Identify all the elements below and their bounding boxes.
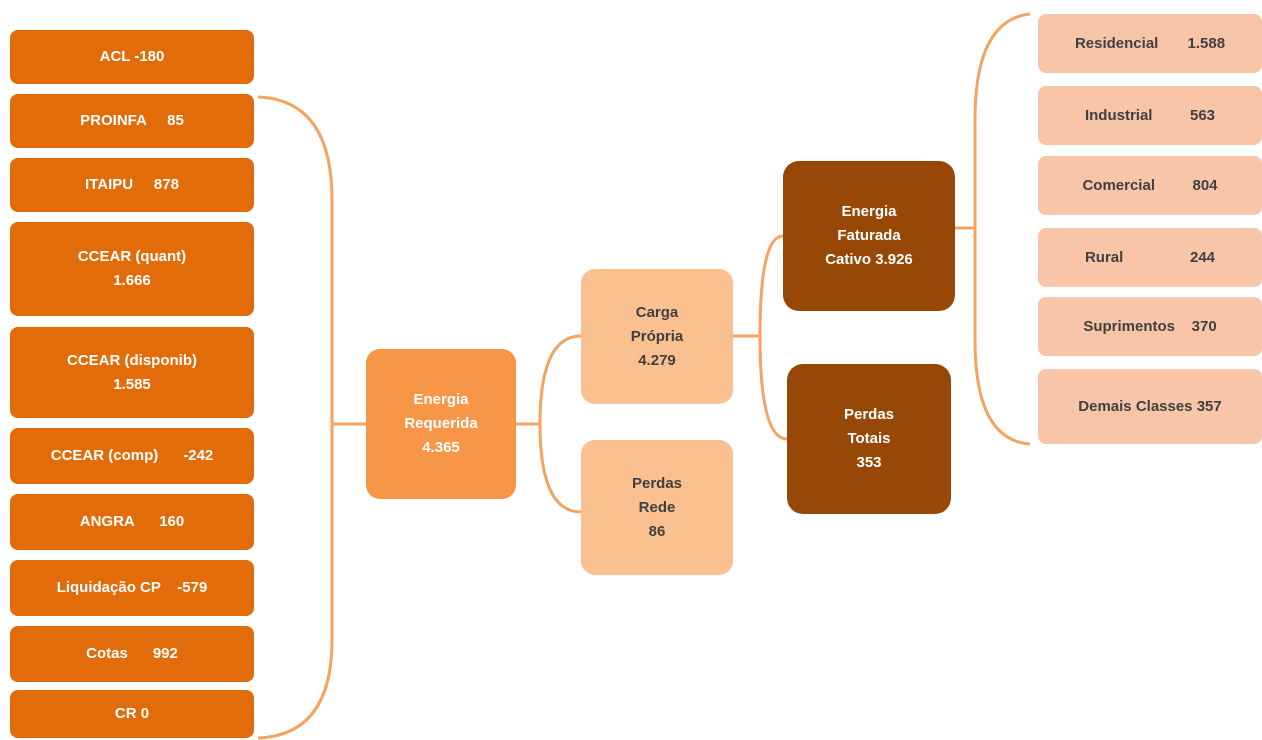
node-label: Faturada <box>837 227 901 244</box>
node-label: 1.666 <box>113 272 151 289</box>
node-label: CCEAR (comp) -242 <box>50 447 214 464</box>
node-label: Rede <box>638 498 676 516</box>
right-bracket <box>955 12 1031 446</box>
node-label: 86 <box>648 522 666 540</box>
node: Suprimentos 370 <box>1038 297 1262 356</box>
node-label: CCEAR (quant) <box>77 248 187 265</box>
node: ACL -180 <box>10 30 254 84</box>
node: Energia Faturada Cativo 3.926 <box>783 161 955 311</box>
node-label: Industrial 563 <box>1084 106 1216 124</box>
node-label: Liquidação CP -579 <box>56 579 208 596</box>
node-label: Energia <box>841 203 897 220</box>
node-label: PROINFA 85 <box>80 112 184 129</box>
node-label: Requerida <box>404 415 478 432</box>
node-label: Energia <box>413 391 469 408</box>
connector <box>733 234 788 441</box>
node-label: 4.279 <box>638 351 676 369</box>
node: Energia Requerida 4.365 <box>366 349 516 499</box>
node-label: Totais <box>847 430 891 447</box>
node-label: Rural 244 <box>1084 248 1216 266</box>
node: Demais Classes 357 <box>1038 369 1262 444</box>
node-label: Cativo 3.926 <box>825 251 913 268</box>
node: Carga Própria 4.279 <box>581 269 733 404</box>
node: Comercial 804 <box>1038 156 1262 215</box>
node-label: Carga <box>635 303 679 321</box>
node-label: Cotas 992 <box>86 645 178 662</box>
node-label: Comercial 804 <box>1082 176 1218 194</box>
node-label: Demais Classes 357 <box>1078 397 1222 415</box>
node-label: Residencial 1.588 <box>1074 34 1226 52</box>
node-label: 1.585 <box>113 375 151 393</box>
node-label: 353 <box>856 454 882 471</box>
node-label: CCEAR (disponib) <box>67 351 197 369</box>
node: PROINFA 85 <box>10 94 254 148</box>
node: Cotas 992 <box>10 626 254 682</box>
node: Industrial 563 <box>1038 86 1262 145</box>
node-label: CR 0 <box>114 705 150 722</box>
left-bracket <box>257 95 366 740</box>
node: Residencial 1.588 <box>1038 14 1262 73</box>
node: Rural 244 <box>1038 228 1262 287</box>
node-label: Suprimentos 370 <box>1083 317 1217 335</box>
node-label: ITAIPU 878 <box>85 176 179 193</box>
node: CCEAR (comp) -242 <box>10 428 254 484</box>
node: Liquidação CP -579 <box>10 560 254 616</box>
node: Perdas Rede 86 <box>581 440 733 575</box>
node-label: ANGRA 160 <box>79 513 185 530</box>
node-label: ACL -180 <box>99 48 165 65</box>
node-label: Perdas <box>843 406 895 423</box>
node: Perdas Totais 353 <box>787 364 951 514</box>
connector <box>516 334 582 514</box>
node: ANGRA 160 <box>10 494 254 550</box>
node: ITAIPU 878 <box>10 158 254 212</box>
node-label: Perdas <box>631 474 683 492</box>
node: CR 0 <box>10 690 254 738</box>
node: CCEAR (disponib) 1.585 <box>10 327 254 418</box>
node-label: 4.365 <box>422 439 460 456</box>
node: CCEAR (quant) 1.666 <box>10 222 254 316</box>
node-label: Própria <box>630 327 684 345</box>
